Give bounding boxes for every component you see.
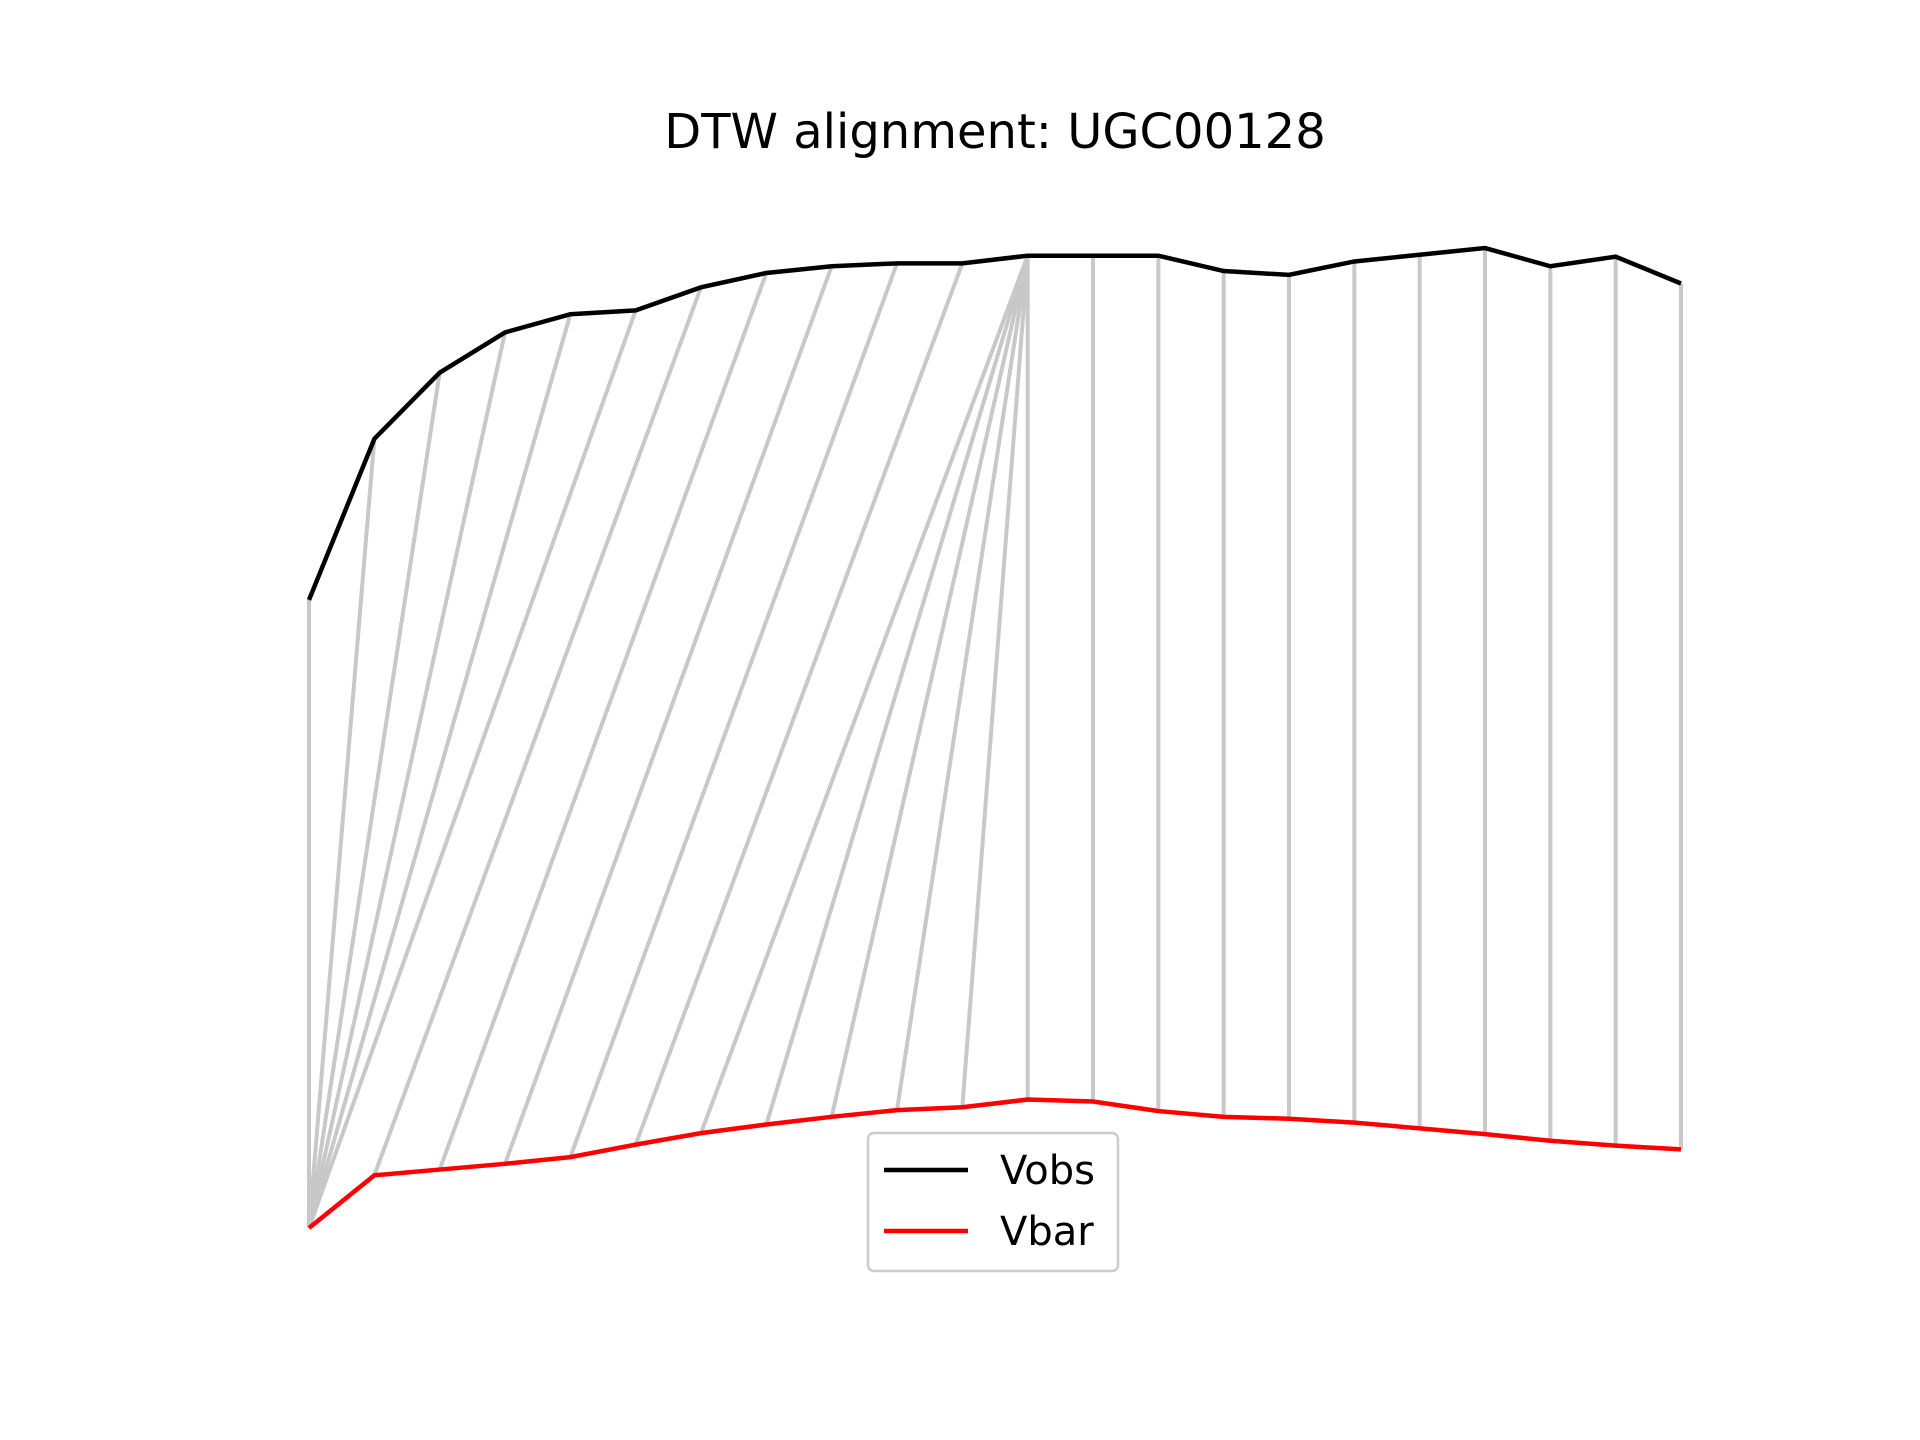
legend-label-vobs: Vobs [1000,1148,1095,1194]
alignment-link-9 [568,262,899,1158]
alignment-link-1 [307,438,377,1229]
alignment-link-14 [895,255,1030,1111]
legend: Vobs Vbar [866,1131,1120,1273]
alignment-link-15 [960,255,1030,1108]
alignment-link-11 [699,255,1030,1134]
chart-title: DTW alignment: UGC00128 [664,104,1325,160]
series-lines [306,245,1682,1230]
series-line-vobs [306,245,1682,601]
alignment-link-4 [307,313,573,1229]
alignment-links [307,248,1683,1229]
legend-frame [866,1131,1120,1273]
alignment-link-8 [503,265,834,1165]
alignment-link-2 [307,372,442,1229]
legend-label-vbar: Vbar [1000,1209,1094,1255]
alignment-link-13 [829,255,1030,1118]
alignment-link-12 [764,255,1030,1126]
alignment-link-3 [307,331,507,1229]
alignment-link-7 [437,272,769,1171]
alignment-link-10 [633,262,965,1146]
series-line-vbar [307,1097,1682,1230]
alignment-link-5 [307,309,638,1229]
alignment-link-6 [372,286,703,1177]
